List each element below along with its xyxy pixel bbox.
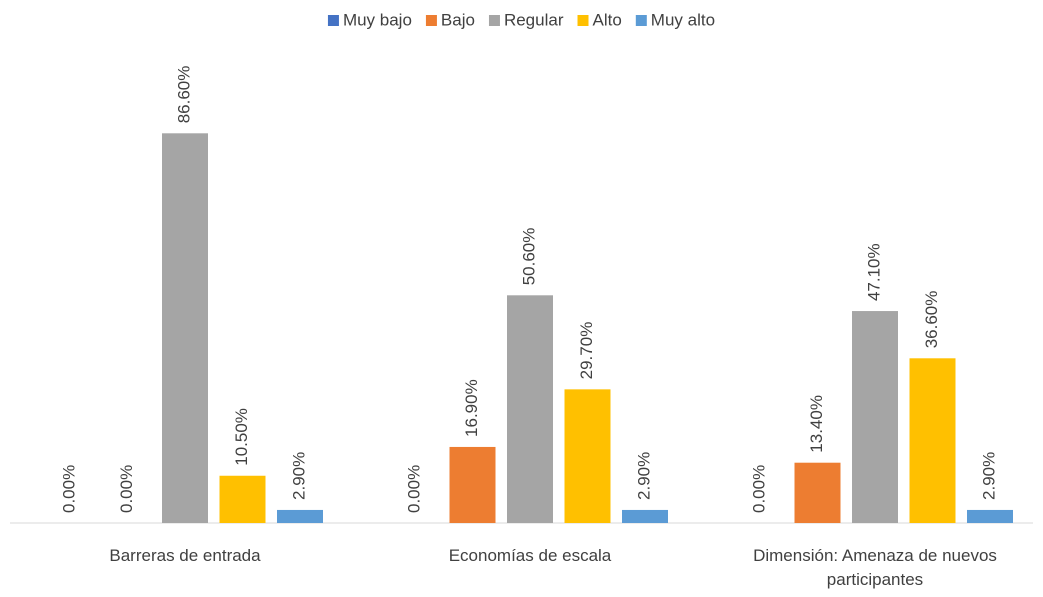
x-tick-label: Economías de escala bbox=[448, 546, 612, 565]
value-label: 2.90% bbox=[979, 452, 998, 500]
bar bbox=[794, 462, 841, 523]
x-tick-label: Dimensión: Amenaza de nuevos participant… bbox=[753, 546, 997, 589]
bar bbox=[507, 295, 553, 523]
value-label: 0.00% bbox=[59, 465, 78, 513]
legend-label: Regular bbox=[504, 10, 564, 29]
bar bbox=[564, 389, 611, 523]
bar bbox=[219, 475, 266, 523]
value-label: 47.10% bbox=[864, 243, 883, 301]
value-label: 29.70% bbox=[577, 322, 596, 380]
value-label: 0.00% bbox=[404, 465, 423, 513]
bar bbox=[449, 446, 496, 523]
value-label: 0.00% bbox=[117, 465, 136, 513]
value-label: 16.90% bbox=[462, 379, 481, 437]
value-label: 2.90% bbox=[634, 452, 653, 500]
bar bbox=[277, 509, 323, 523]
bar bbox=[909, 358, 956, 523]
value-label: 10.50% bbox=[232, 408, 251, 466]
legend-swatch bbox=[425, 15, 437, 26]
legend-label: Muy alto bbox=[651, 10, 715, 29]
legend-label: Muy bajo bbox=[343, 10, 412, 29]
x-tick-label: Barreras de entrada bbox=[109, 546, 261, 565]
legend-swatch bbox=[577, 15, 589, 26]
legend-label: Alto bbox=[593, 10, 622, 29]
bar bbox=[622, 509, 668, 523]
bar bbox=[967, 509, 1013, 523]
legend-swatch bbox=[488, 15, 500, 26]
legend-swatch bbox=[635, 15, 647, 26]
value-label: 36.60% bbox=[922, 291, 941, 349]
value-label: 86.60% bbox=[174, 66, 193, 124]
value-label: 13.40% bbox=[807, 395, 826, 453]
legend-swatch bbox=[327, 15, 339, 26]
value-label: 2.90% bbox=[289, 452, 308, 500]
legend-label: Bajo bbox=[441, 10, 475, 29]
bar bbox=[852, 311, 898, 523]
value-label: 50.60% bbox=[519, 228, 538, 286]
bar bbox=[162, 133, 208, 524]
value-label: 0.00% bbox=[749, 465, 768, 513]
